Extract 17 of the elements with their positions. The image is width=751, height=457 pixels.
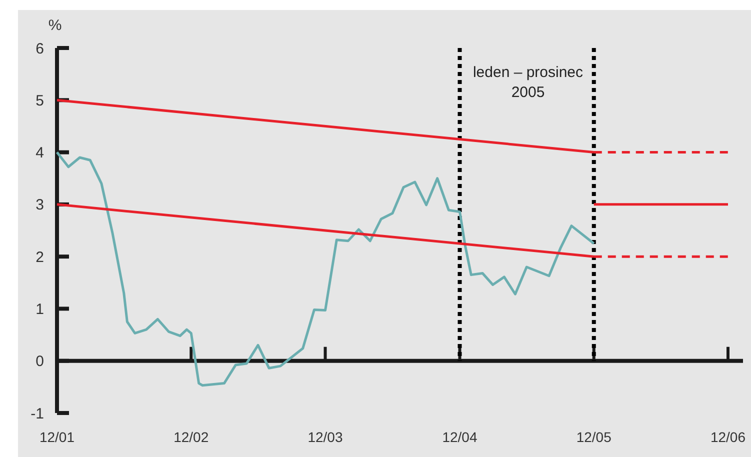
- y-tick-label: 4: [36, 144, 44, 162]
- x-tick-label: 12/01: [39, 429, 75, 445]
- y-tick-label: 5: [36, 92, 44, 110]
- x-tick-label: 12/06: [710, 429, 746, 445]
- y-tick-label: 0: [36, 353, 44, 370]
- x-tick-label: 12/05: [576, 429, 612, 445]
- y-axis-title: %: [48, 17, 62, 34]
- y-tick-label: 6: [36, 40, 44, 58]
- x-tick-label: 12/02: [174, 429, 209, 445]
- line-series: [56, 151, 596, 387]
- x-tick-label: 12/03: [308, 429, 343, 445]
- y-tick-label: 1: [36, 300, 44, 318]
- y-tick-label: 3: [36, 196, 44, 214]
- y-tick-label: -1: [30, 405, 44, 422]
- x-tick-label: 12/04: [442, 429, 478, 445]
- y-tick-label: 2: [36, 248, 44, 266]
- annotation: leden – prosinec 2005: [472, 64, 584, 101]
